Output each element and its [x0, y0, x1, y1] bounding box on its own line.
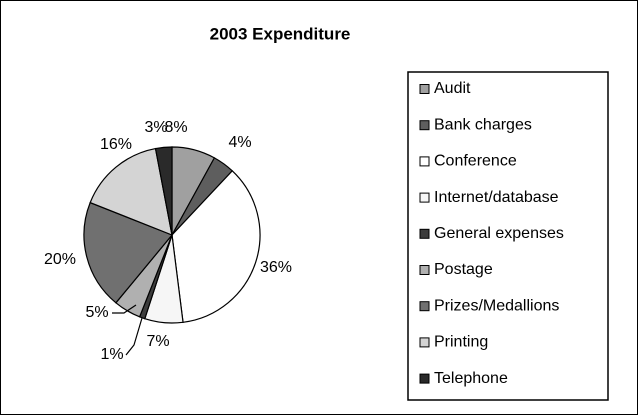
leader-line — [125, 317, 143, 356]
legend-swatch — [419, 120, 430, 131]
pie-slice — [154, 146, 173, 236]
legend-label: Printing — [434, 334, 488, 351]
legend-label: Prizes/Medallions — [434, 297, 559, 314]
legend-swatch — [419, 156, 430, 167]
legend-swatch — [419, 265, 430, 275]
pie-slice — [83, 201, 173, 304]
data-label: 36% — [260, 259, 292, 276]
data-label: 8% — [164, 119, 187, 136]
legend-swatch — [419, 228, 430, 239]
data-label: 3% — [144, 119, 167, 136]
legend-label: General expenses — [434, 225, 564, 242]
legend-label: Audit — [434, 80, 471, 97]
legend-swatch — [419, 192, 430, 203]
legend-label: Bank charges — [434, 116, 532, 133]
legend-swatch — [419, 373, 430, 384]
pie-slice — [89, 147, 173, 236]
pie-slice — [171, 170, 261, 323]
data-label: 5% — [85, 304, 108, 321]
chart-title: 2003 Expenditure — [210, 24, 351, 43]
legend-swatch — [419, 337, 430, 348]
legend-label: Postage — [434, 261, 493, 278]
legend-label: Internet/database — [434, 189, 559, 206]
data-label: 4% — [228, 134, 251, 151]
legend-label: Conference — [434, 153, 517, 170]
legend-label: Telephone — [434, 370, 508, 387]
data-label: 16% — [100, 136, 132, 153]
leader-line — [112, 304, 137, 314]
data-label: 7% — [146, 333, 169, 350]
legend-swatch — [419, 301, 430, 312]
legend-box — [407, 71, 609, 401]
data-label: 20% — [44, 251, 76, 268]
data-label: 1% — [100, 346, 123, 363]
legend-swatch — [419, 84, 430, 94]
